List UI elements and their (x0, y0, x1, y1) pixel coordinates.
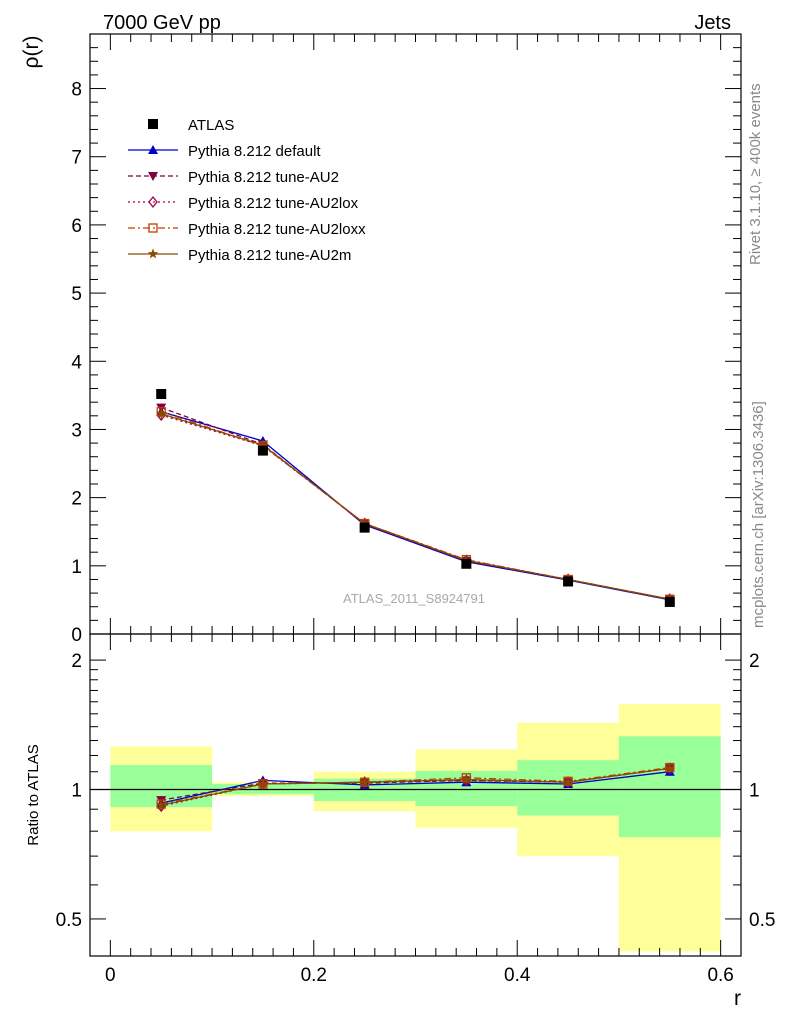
main-y-tick-label: 5 (71, 284, 82, 305)
main-y-axis-label: ρ(r) (20, 36, 43, 69)
main-point-AU2m (257, 439, 269, 450)
main-point-data (156, 389, 167, 399)
ratio-point-AU2m (359, 776, 370, 787)
legend-label-default: Pythia 8.212 default (188, 143, 321, 160)
mcplots-credit-label: mcplots.cern.ch [arXiv:1306.3436] (750, 401, 767, 628)
ratio-y-tick-label: 0.5 (56, 910, 82, 931)
legend-marker-AU2loxx (148, 223, 158, 233)
legend-marker-AU2 (148, 172, 158, 181)
main-point-data (257, 445, 268, 456)
legend-marker-AU2lox (148, 195, 158, 209)
legend-label-AU2loxx: Pythia 8.212 tune-AU2loxx (188, 221, 366, 238)
ratio-x-tick-label: 0.4 (504, 965, 531, 986)
ratio-line-default (161, 771, 670, 804)
main-point-data (461, 558, 472, 569)
legend-marker-AU2m (147, 248, 159, 259)
header-category: Jets (694, 12, 731, 34)
main-y-tick-label: 2 (71, 489, 82, 510)
ratio-x-tick-label: 0.6 (707, 965, 733, 986)
main-y-tick-label: 3 (71, 420, 82, 441)
header-process: 7000 GeV pp (103, 12, 221, 34)
ratio-y-tick-label-right: 2 (749, 651, 760, 672)
legend-label-AU2: Pythia 8.212 tune-AU2 (188, 169, 339, 186)
main-line-AU2m (161, 413, 670, 600)
main-line-default (161, 411, 670, 601)
main-line-AU2 (160, 406, 670, 600)
ratio-point-AU2m (257, 778, 269, 789)
ratio-y-tick-label-right: 0.5 (749, 910, 775, 931)
ratio-y-tick-label: 1 (71, 781, 82, 802)
ratio-line-AU2m (161, 767, 670, 806)
ratio-y-axis-label: Ratio to ATLAS (25, 744, 42, 845)
legend: ATLAS Pythia 8.212 default Pythia 8.212 tu… (128, 117, 366, 264)
analysis-watermark: ATLAS_2011_S8924791 (343, 591, 485, 606)
ratio-panel: 0.5 0.5 1 1 2 2 0 0.2 0.4 0.6 Ratio to ATLAS r (25, 633, 775, 1010)
main-y-tick-label: 8 (71, 80, 82, 101)
main-line-AU2loxx (160, 411, 670, 600)
legend-label-data: ATLAS (188, 117, 234, 134)
x-axis-label: r (734, 987, 741, 1010)
main-point-AU2m (156, 408, 167, 419)
main-point-data (359, 522, 370, 533)
ratio-point-AU2m (664, 762, 675, 773)
main-y-tick-label: 0 (71, 625, 82, 646)
ratio-y-tick-label-right: 1 (749, 781, 760, 802)
ratio-point-AU2m (562, 776, 574, 787)
main-panel: 0 1 2 3 4 5 6 7 8 ρ(r) ATLAS_2011_S8924791 ATLAS Pyt… (20, 33, 742, 646)
main-y-tick-label: 6 (71, 216, 82, 237)
ratio-band-inner (618, 736, 721, 838)
main-point-data (563, 576, 574, 587)
legend-label-AU2lox: Pythia 8.212 tune-AU2lox (188, 195, 359, 212)
legend-marker-default (148, 145, 158, 154)
ratio-point-AU2m (156, 799, 167, 810)
legend-label-AU2m: Pythia 8.212 tune-AU2m (188, 247, 351, 264)
legend-marker-data (148, 119, 158, 129)
main-point-data (664, 596, 675, 607)
rivet-version-label: Rivet 3.1.10, ≥ 400k events (747, 83, 764, 265)
main-y-tick-label: 7 (71, 148, 82, 169)
main-line-AU2lox (161, 414, 670, 600)
ratio-y-tick-label: 2 (71, 651, 82, 672)
ratio-x-tick-label: 0.2 (301, 965, 327, 986)
ratio-x-tick-label: 0 (105, 965, 116, 986)
main-y-tick-label: 4 (71, 352, 82, 373)
ratio-point-AU2m (461, 774, 472, 784)
main-y-tick-label: 1 (71, 557, 82, 578)
